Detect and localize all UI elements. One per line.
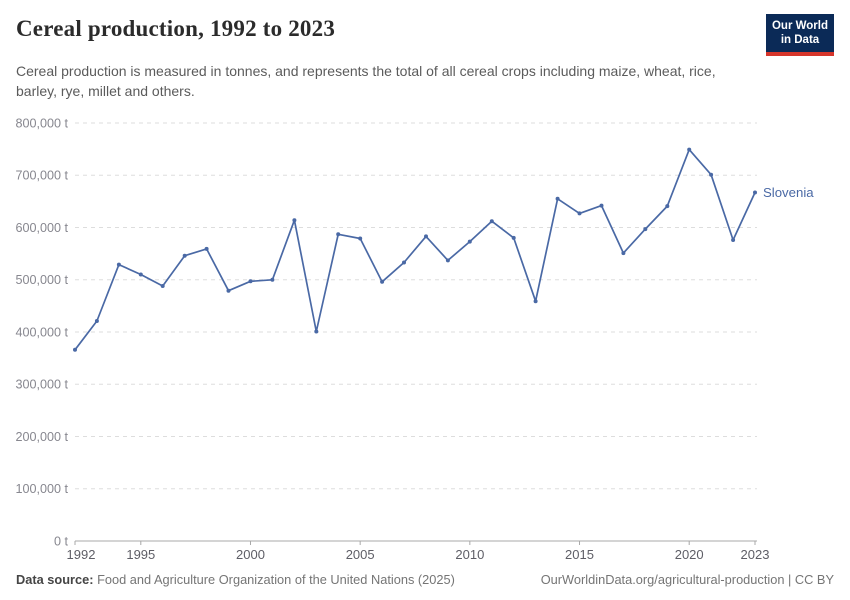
- y-tick-label-500000: 500,000 t: [15, 273, 68, 287]
- data-point-slovenia-1999[interactable]: [226, 288, 231, 293]
- x-tick-label-2015: 2015: [565, 547, 594, 562]
- data-point-slovenia-2002[interactable]: [292, 217, 297, 222]
- x-tick-label-2020: 2020: [675, 547, 704, 562]
- data-point-slovenia-2004[interactable]: [336, 231, 341, 236]
- data-point-slovenia-2005[interactable]: [358, 236, 363, 240]
- chart-header: Cereal production, 1992 to 2023 Our Worl…: [0, 0, 850, 56]
- page-title: Cereal production, 1992 to 2023: [16, 16, 336, 41]
- data-point-slovenia-2012[interactable]: [511, 235, 516, 240]
- x-tick-label-2000: 2000: [236, 547, 265, 562]
- data-point-slovenia-2008[interactable]: [424, 233, 428, 238]
- data-point-slovenia-1996[interactable]: [160, 283, 165, 288]
- x-tick-label-1992: 1992: [67, 547, 96, 562]
- data-point-slovenia-1995[interactable]: [138, 272, 143, 276]
- series-line-slovenia[interactable]: [74, 148, 756, 351]
- owid-logo-accent-strip: [766, 51, 834, 56]
- owid-logo[interactable]: Our World in Data: [766, 14, 834, 56]
- data-point-slovenia-2010[interactable]: [467, 239, 472, 244]
- owid-logo-line2: in Data: [780, 34, 820, 47]
- data-point-slovenia-1994[interactable]: [116, 262, 121, 267]
- data-point-slovenia-2019[interactable]: [665, 203, 670, 208]
- data-point-slovenia-2000[interactable]: [248, 278, 253, 283]
- y-tick-label-400000: 400,000 t: [15, 325, 68, 339]
- data-source-note: Data source: Food and Agriculture Organi…: [16, 572, 455, 587]
- data-point-slovenia-2021[interactable]: [709, 172, 714, 177]
- owid-logo-line1: Our World: [771, 20, 828, 32]
- data-point-slovenia-2022[interactable]: [731, 237, 736, 242]
- data-source-text: Food and Agriculture Organization of the…: [93, 571, 455, 587]
- line-chart-canvas[interactable]: 0 t 100,000 t 200,000 t 300,000 t 400,000 t 5…: [0, 106, 850, 568]
- data-point-slovenia-1998[interactable]: [204, 246, 209, 251]
- data-point-slovenia-2009[interactable]: [445, 257, 450, 262]
- y-tick-label-300000: 300,000 t: [15, 377, 68, 391]
- y-tick-label-0: 0 t: [54, 534, 69, 548]
- series-label-slovenia[interactable]: Slovenia: [763, 184, 814, 199]
- chart-subtitle: Cereal production is measured in tonnes,…: [16, 62, 716, 99]
- chart-area: 0 t 100,000 t 200,000 t 300,000 t 400,000 t 5…: [0, 106, 850, 573]
- data-point-slovenia-2018[interactable]: [643, 226, 648, 231]
- y-tick-label-700000: 700,000 t: [15, 168, 68, 182]
- data-point-slovenia-2003[interactable]: [314, 329, 319, 333]
- data-point-slovenia-2014[interactable]: [555, 196, 560, 201]
- data-point-slovenia-2006[interactable]: [380, 279, 385, 284]
- data-point-slovenia-1993[interactable]: [94, 318, 99, 323]
- data-point-slovenia-2016[interactable]: [599, 203, 604, 208]
- owid-logo-text: Our World in Data: [766, 14, 834, 52]
- y-tick-label-600000: 600,000 t: [15, 220, 68, 234]
- data-point-slovenia-2011[interactable]: [489, 218, 494, 223]
- data-point-slovenia-2015[interactable]: [577, 210, 582, 215]
- data-point-slovenia-2017[interactable]: [621, 250, 626, 255]
- data-point-slovenia-1992[interactable]: [73, 347, 77, 352]
- y-tick-label-200000: 200,000 t: [15, 429, 68, 443]
- x-tick-label-1995: 1995: [126, 547, 155, 562]
- x-tick-label-2010: 2010: [455, 547, 484, 562]
- data-point-slovenia-2020[interactable]: [687, 147, 692, 152]
- y-tick-label-800000: 800,000 t: [15, 116, 68, 130]
- x-tick-label-2005: 2005: [346, 547, 375, 562]
- chart-footer: Data source: Food and Agriculture Organi…: [0, 558, 850, 600]
- data-point-slovenia-2001[interactable]: [270, 277, 275, 282]
- x-tick-label-2023: 2023: [741, 547, 770, 562]
- data-source-label: Data source:: [16, 571, 94, 587]
- data-point-slovenia-2013[interactable]: [533, 298, 538, 303]
- y-tick-label-100000: 100,000 t: [15, 482, 68, 496]
- data-point-slovenia-1997[interactable]: [182, 253, 187, 258]
- data-point-slovenia-2023[interactable]: [753, 190, 757, 194]
- data-point-slovenia-2007[interactable]: [402, 260, 406, 264]
- owid-url-license[interactable]: OurWorldinData.org/agricultural-producti…: [540, 571, 834, 587]
